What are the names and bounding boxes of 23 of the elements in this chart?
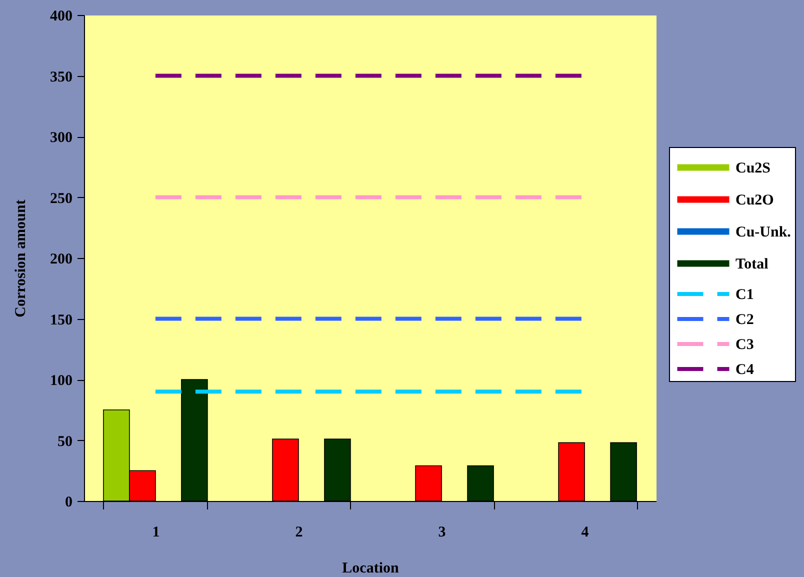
legend-label: C4	[736, 362, 754, 378]
legend-label: Cu2S	[736, 160, 771, 176]
y-tick-label: 300	[50, 130, 72, 146]
x-tick-label: 4	[581, 524, 590, 540]
y-tick-label: 250	[50, 190, 72, 207]
legend-label: C1	[736, 287, 754, 303]
y-tick-label: 350	[50, 69, 72, 86]
y-tick-label: 0	[65, 494, 72, 510]
y-axis-title: Corrosion amount	[13, 200, 29, 318]
x-tick-label: 2	[295, 524, 303, 540]
legend-label: Cu-Unk.	[736, 224, 792, 240]
legend-label: C2	[736, 312, 754, 328]
y-tick-label: 150	[50, 312, 72, 328]
y-tick-label: 400	[50, 8, 72, 24]
x-axis-title: Location	[342, 560, 400, 576]
y-tick-label: 50	[58, 434, 72, 450]
legend-label: Total	[736, 256, 768, 272]
x-tick-label: 3	[438, 524, 446, 540]
y-tick-label: 200	[50, 252, 72, 268]
legend-label: Cu2O	[736, 192, 774, 208]
x-tick-label: 1	[152, 524, 160, 540]
y-tick-label: 100	[50, 373, 72, 389]
legend-label: C3	[736, 337, 754, 353]
